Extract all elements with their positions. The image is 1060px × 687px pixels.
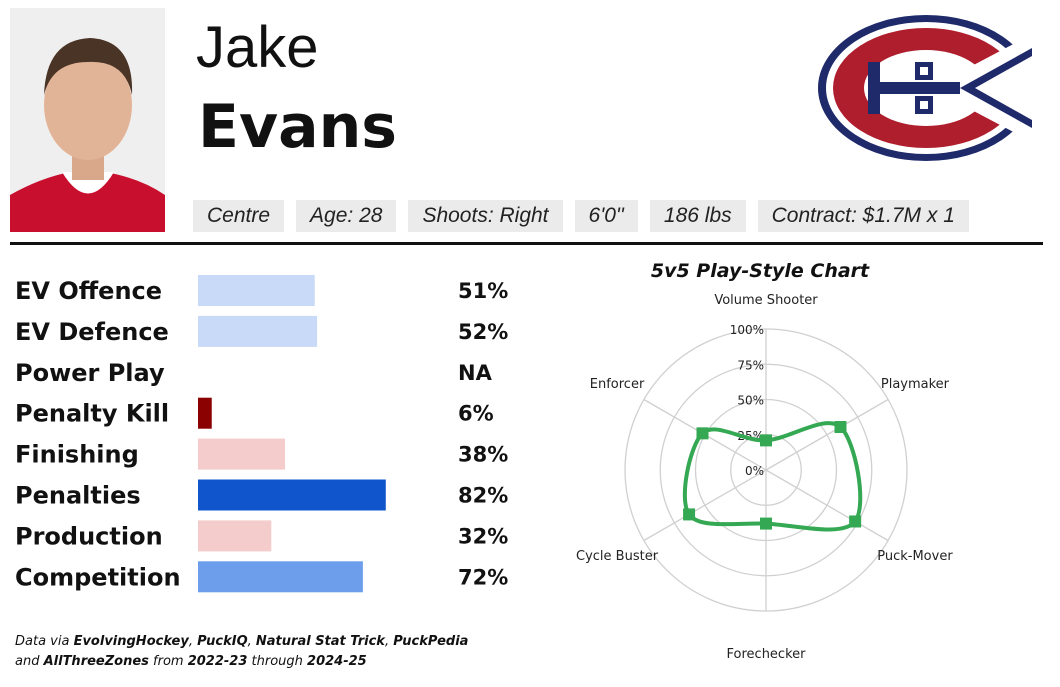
y-tick-label: 0% xyxy=(745,464,764,478)
footer-text: 2022-23 xyxy=(187,654,248,669)
info-chip: 6'0'' xyxy=(574,200,638,232)
grid-ring xyxy=(659,363,873,577)
metric-name: Production xyxy=(15,522,163,550)
footer-line: and AllThreeZones from 2022-23 through 2… xyxy=(15,652,468,672)
metric-name: Competition xyxy=(15,563,181,591)
category-label: Volume Shooter xyxy=(714,293,818,308)
category-label: Cycle Buster xyxy=(576,549,659,564)
footer-text: EvolvingHockey xyxy=(73,634,189,649)
footer-text: from xyxy=(148,654,188,669)
metric-name: Penalty Kill xyxy=(15,400,169,428)
footer: Data via EvolvingHockey, PuckIQ, Natural… xyxy=(15,632,468,672)
footer-text: 2024-25 xyxy=(307,654,367,669)
series-point xyxy=(760,517,772,530)
first-name: Jake xyxy=(196,15,319,80)
footer-text: through xyxy=(247,654,308,669)
footer-text: PuckIQ xyxy=(197,634,248,649)
footer-text: Data via xyxy=(15,634,74,649)
category-label: Forechecker xyxy=(727,647,807,662)
metric-value: 32% xyxy=(458,524,508,548)
y-tick-label: 75% xyxy=(737,358,764,372)
player-photo xyxy=(10,8,165,232)
metric-bar xyxy=(198,561,363,593)
metric-value: 6% xyxy=(458,402,494,426)
series-point xyxy=(696,427,709,440)
series-point xyxy=(683,508,696,521)
info-chip: Shoots: Right xyxy=(408,200,563,232)
info-chip: Centre xyxy=(193,200,285,232)
info-chip: Contract: $1.7M x 1 xyxy=(757,200,969,232)
category-label: Playmaker xyxy=(881,377,950,392)
footer-text: PuckPedia xyxy=(393,634,469,649)
metric-name: Penalties xyxy=(15,482,141,510)
metric-bar xyxy=(198,520,272,552)
series-point xyxy=(834,420,847,433)
metric-bar xyxy=(198,479,386,511)
metric-value: 51% xyxy=(458,279,508,303)
metric-bar xyxy=(198,315,318,347)
last-name: Evans xyxy=(198,92,398,162)
metric-value: 38% xyxy=(458,443,508,467)
y-tick-label: 100% xyxy=(730,323,764,337)
y-tick-label: 50% xyxy=(737,394,764,408)
footer-text: , xyxy=(384,634,394,649)
divider xyxy=(10,242,1043,245)
info-chips: Centre Age: 28 Shoots: Right 6'0'' 186 lbs Co… xyxy=(193,200,969,232)
metric-value: 52% xyxy=(458,320,508,344)
category-label: Puck-Mover xyxy=(877,549,953,564)
metric-bar xyxy=(198,275,315,306)
chart-title: 5v5 Play-Style Chart xyxy=(651,260,870,282)
series-point xyxy=(760,434,772,447)
footer-text: , xyxy=(188,634,198,649)
metric-name: Finishing xyxy=(15,441,139,469)
category-label: Enforcer xyxy=(590,377,645,392)
footer-text: and xyxy=(15,654,44,669)
footer-line: Data via EvolvingHockey, PuckIQ, Natural… xyxy=(15,632,468,652)
grid-ring xyxy=(624,328,908,612)
metric-value: 72% xyxy=(458,565,508,589)
metric-bar xyxy=(198,397,212,429)
metric-name: Power Play xyxy=(15,359,165,387)
metric-value: 82% xyxy=(458,484,508,508)
metric-bar xyxy=(198,438,286,470)
metric-name: EV Offence xyxy=(15,277,162,305)
footer-text: AllThreeZones xyxy=(43,654,149,669)
info-chip: Age: 28 xyxy=(296,200,397,232)
grid-ring xyxy=(694,398,838,542)
metric-value: NA xyxy=(458,361,493,385)
metric-name: EV Defence xyxy=(15,318,169,346)
info-chip: 186 lbs xyxy=(649,200,746,232)
footer-text: , xyxy=(247,634,256,649)
series-point xyxy=(849,515,862,528)
team-logo xyxy=(818,15,1040,161)
footer-text: Natural Stat Trick xyxy=(255,634,385,649)
